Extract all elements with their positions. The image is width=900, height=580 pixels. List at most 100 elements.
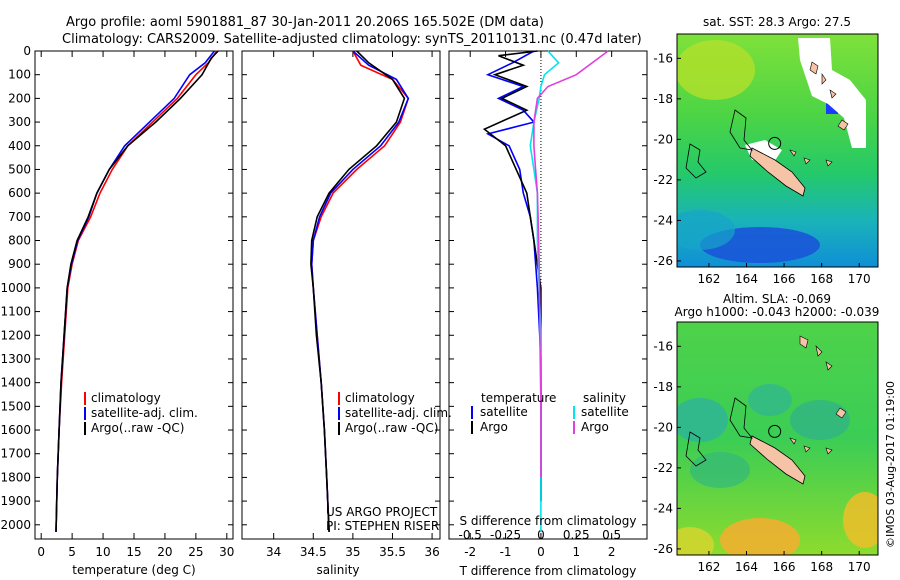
sla-high-patch — [720, 518, 800, 555]
lat-tick-label: -18 — [653, 380, 673, 394]
x-tick-label: -2 — [464, 545, 476, 559]
series-line-satellite-adj-clim — [55, 50, 216, 532]
depth-tick-label: 1900 — [0, 494, 31, 508]
lon-tick-label: 170 — [848, 560, 871, 574]
x-tick-label: 10 — [95, 545, 110, 559]
argo-float-marker — [768, 136, 782, 150]
temperature-legend: climatology satellite-adj. clim. Argo(..… — [84, 391, 198, 435]
s-diff-tick-label: 0.25 — [563, 528, 590, 542]
salinity-legend: climatology satellite-adj. clim. Argo(..… — [338, 391, 452, 435]
depth-tick-label: 200 — [8, 91, 31, 105]
s-diff-tick-label: -0.5 — [459, 528, 482, 542]
sst-map-frame — [676, 33, 879, 268]
loyalty-islands — [789, 149, 833, 167]
figure-title-line2: Climatology: CARS2009. Satellite-adjuste… — [62, 32, 642, 47]
depth-tick-label: 700 — [8, 210, 31, 224]
x-tick-label: 35 — [345, 545, 360, 559]
series-line-salinity-satellite — [529, 50, 560, 532]
sla-map-panel: Altim. SLA: -0.069 Argo h1000: -0.043 h2… — [653, 292, 880, 574]
reef-outline — [685, 143, 707, 179]
legend-t-satellite: satellite — [480, 405, 528, 419]
lat-tick-label: -24 — [653, 213, 673, 227]
sla-low-patch — [748, 384, 792, 416]
lat-tick-label: -24 — [653, 501, 673, 515]
lat-tick-label: -16 — [653, 51, 673, 65]
sla-low-patch — [790, 400, 850, 440]
depth-tick-label: 2000 — [0, 518, 31, 532]
s-diff-tick-label: -0.25 — [490, 528, 521, 542]
x-tick-label: 30 — [219, 545, 234, 559]
project-credit: US ARGO PROJECT — [326, 505, 438, 519]
imos-timestamp: ©IMOS 03-Aug-2017 01:19:00 — [884, 381, 897, 548]
depth-tick-label: 1300 — [0, 352, 31, 366]
x-tick-label: 20 — [157, 545, 172, 559]
s-diff-tick-label: 0.5 — [602, 528, 621, 542]
lon-tick-label: 162 — [697, 560, 720, 574]
series-line-argo-raw-qc — [310, 50, 406, 532]
x-tick-label: 34 — [266, 545, 281, 559]
lat-tick-label: -20 — [653, 132, 673, 146]
difference-plot-frame — [448, 50, 648, 540]
sla-high-patch — [843, 492, 878, 548]
lon-tick-label: 170 — [848, 272, 871, 286]
series-line-temperature-argo — [482, 50, 542, 502]
series-line-temperature-satellite — [485, 50, 542, 502]
figure-title-line1: Argo profile: aoml 5901881_87 30-Jan-201… — [66, 15, 544, 30]
difference-panel: -2 -1 0 1 2 -0.5 -0.25 0 0.25 0.5 temperature sal… — [448, 50, 648, 578]
salinity-axis-label: salinity — [316, 563, 359, 577]
s-diff-tick-label: 0 — [537, 528, 545, 542]
new-caledonia-island — [749, 435, 806, 485]
depth-tick-label: 600 — [8, 186, 31, 200]
pi-credit: PI: STEPHEN RISER — [326, 519, 439, 533]
t-difference-label: T difference from climatology — [459, 564, 637, 578]
depth-tick-label: 1000 — [0, 281, 31, 295]
lon-tick-label: 162 — [697, 272, 720, 286]
lon-tick-label: 164 — [735, 560, 758, 574]
depth-tick-label: 900 — [8, 257, 31, 271]
x-tick-label: 36 — [424, 545, 439, 559]
x-tick-label: -1 — [500, 545, 512, 559]
sla-low-patch — [690, 452, 750, 488]
x-tick-label: 2 — [608, 545, 616, 559]
salinity-panel: 34 34.5 35 35.5 36 salinity climatology sate… — [241, 50, 452, 577]
sst-map-panel: sat. SST: 28.3 Argo: 27.5 162 164 166 168 17… — [653, 15, 879, 286]
x-tick-label: 35.5 — [379, 545, 406, 559]
lon-tick-label: 168 — [810, 272, 833, 286]
legend-s-satellite: satellite — [581, 405, 629, 419]
lat-tick-label: -20 — [653, 420, 673, 434]
difference-legend: temperature salinity satellite Argo sate… — [471, 391, 629, 434]
depth-tick-label: 800 — [8, 234, 31, 248]
temperature-panel: 0100200300400500600700800900100011001200… — [0, 44, 234, 577]
depth-tick-label: 100 — [8, 68, 31, 82]
legend-argo: Argo(..raw -QC) — [345, 421, 438, 435]
temperature-axis-label: temperature (deg C) — [72, 563, 195, 577]
depth-tick-label: 1200 — [0, 328, 31, 342]
sla-high-patch — [677, 527, 714, 555]
legend-satellite-adj: satellite-adj. clim. — [345, 406, 452, 420]
sla-map-title-line1: Altim. SLA: -0.069 — [723, 292, 831, 306]
x-tick-label: 15 — [126, 545, 141, 559]
sla-map-title-line2: Argo h1000: -0.043 h2000: -0.039 — [675, 305, 880, 319]
depth-tick-label: 300 — [8, 115, 31, 129]
depth-tick-label: 1600 — [0, 423, 31, 437]
sst-map-title: sat. SST: 28.3 Argo: 27.5 — [703, 15, 851, 29]
sla-low-patch — [677, 398, 728, 442]
legend-argo: Argo(..raw -QC) — [91, 421, 184, 435]
sla-map-frame — [676, 321, 879, 556]
legend-header-temperature: temperature — [481, 391, 556, 405]
argo-float-marker — [768, 424, 782, 438]
series-line-salinity-argo — [533, 50, 609, 478]
lat-tick-label: -22 — [653, 173, 673, 187]
loyalty-islands — [789, 437, 833, 455]
lat-tick-label: -26 — [653, 542, 673, 556]
legend-s-argo: Argo — [581, 420, 609, 434]
legend-climatology: climatology — [345, 391, 415, 405]
lon-tick-label: 164 — [735, 272, 758, 286]
depth-tick-label: 1400 — [0, 376, 31, 390]
legend-satellite-adj: satellite-adj. clim. — [91, 406, 198, 420]
x-tick-label: 0 — [537, 545, 545, 559]
lat-tick-label: -18 — [653, 92, 673, 106]
lat-tick-label: -22 — [653, 461, 673, 475]
reef-outline — [729, 109, 753, 151]
